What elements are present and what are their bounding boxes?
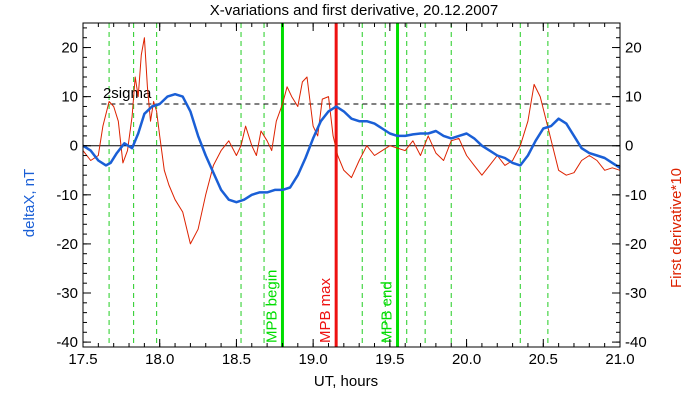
series-line-deltax [82, 92, 621, 204]
sigma-label: 2sigma [103, 85, 152, 102]
y-tick-label-right-3: -10 [625, 187, 647, 204]
y-axis-label-right: First derivative*10 [668, 168, 685, 288]
x-tick-label-0: 17.5 [68, 351, 97, 368]
axes: 17.5 18.0 18.5 19.0 19.5 20.0 20.5 21.0 20 20 10 10… [56, 22, 647, 368]
chart-title: X-variations and first derivative, 20.12… [210, 2, 499, 19]
y-tick-label-left-2: 0 [70, 138, 78, 155]
y-tick-label-left-4: -20 [56, 236, 78, 253]
y-tick-label-left-1: 10 [61, 89, 78, 106]
marker-label-1: MPB max [317, 277, 334, 343]
plot-area: 2sigma MPB begin MPB max MPB end [82, 23, 621, 347]
x-tick-label-1: 18.0 [145, 351, 174, 368]
x-tick-label-6: 20.5 [529, 351, 558, 368]
y-axis-label-left: deltaX, nT [21, 169, 38, 237]
x-tick-label-5: 20.0 [452, 351, 481, 368]
marker-label-0: MPB begin [263, 270, 280, 343]
marker-label-2: MPB end [379, 281, 396, 343]
y-tick-label-right-5: -30 [625, 285, 647, 302]
y-tick-label-right-1: 10 [625, 89, 642, 106]
x-tick-label-2: 18.5 [222, 351, 251, 368]
y-tick-label-left-5: -30 [56, 285, 78, 302]
series-line-derivative [82, 37, 621, 245]
x-axis-label: UT, hours [314, 373, 378, 390]
y-tick-label-right-4: -20 [625, 236, 647, 253]
x-tick-label-4: 19.5 [375, 351, 404, 368]
y-tick-label-right-0: 20 [625, 40, 642, 57]
x-tick-label-3: 19.0 [299, 351, 328, 368]
x-tick-label-7: 21.0 [605, 351, 634, 368]
y-tick-label-left-0: 20 [61, 40, 78, 57]
y-tick-label-right-6: -40 [625, 334, 647, 351]
y-tick-label-right-2: 0 [625, 138, 633, 155]
y-tick-label-left-3: -10 [56, 187, 78, 204]
y-tick-label-left-6: -40 [56, 334, 78, 351]
plot-frame [82, 22, 621, 348]
